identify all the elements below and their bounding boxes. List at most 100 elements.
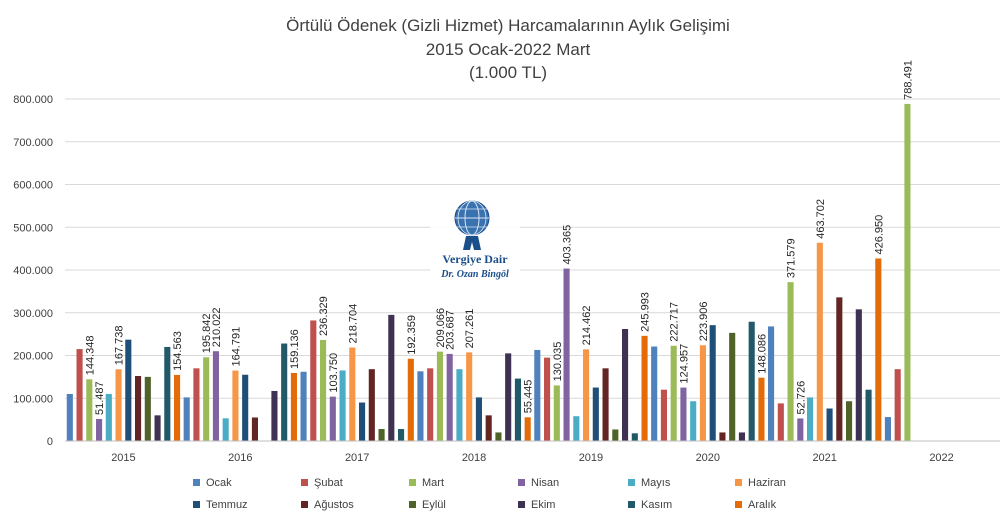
bar-nisan-2021 xyxy=(797,418,804,441)
legend-swatch-kasim xyxy=(628,501,635,508)
bar-mayis-2021 xyxy=(807,397,814,441)
watermark-line2: Dr. Ozan Bingöl xyxy=(440,269,509,280)
legend-swatch-aralik xyxy=(735,501,742,508)
data-label: 55.445 xyxy=(523,380,535,414)
bar-aralik-2015 xyxy=(174,374,181,441)
legend-label-kasim: Kasım xyxy=(641,499,672,511)
bar-kasim-2018 xyxy=(514,378,521,441)
bar-haziran-2021 xyxy=(816,242,823,441)
legend: Ocak Şubat Mart Nisan Mayıs Haziran Temmuz Ağus… xyxy=(193,477,786,511)
x-tick-label: 2018 xyxy=(462,452,486,464)
bar-temmuz-2021 xyxy=(826,408,833,441)
bar-eylul-2017 xyxy=(378,429,385,441)
legend-swatch-temmuz xyxy=(193,501,200,508)
bar-subat-2018 xyxy=(427,368,434,441)
legend-swatch-mayis xyxy=(628,479,635,486)
bar-ocak-2017 xyxy=(300,371,307,441)
bar-eylul-2015 xyxy=(144,376,151,441)
bar-subat-2021 xyxy=(777,403,784,441)
bar-mart-2020 xyxy=(670,345,677,441)
data-label: 207.261 xyxy=(464,309,476,349)
bar-agustos-2021 xyxy=(836,297,843,441)
bar-mart-2015 xyxy=(86,379,93,441)
y-tick-label: 700.000 xyxy=(13,137,53,149)
bar-nisan-2020 xyxy=(680,387,687,441)
bar-ekim-2019 xyxy=(622,328,629,441)
data-label: 245.993 xyxy=(640,292,652,332)
legend-swatch-mart xyxy=(409,479,416,486)
bar-temmuz-2015 xyxy=(125,339,132,441)
legend-swatch-haziran xyxy=(735,479,742,486)
data-label: 209.066 xyxy=(435,308,447,348)
data-label: 236.329 xyxy=(318,296,330,336)
bar-agustos-2019 xyxy=(602,368,609,441)
x-tick-label: 2021 xyxy=(812,452,836,464)
legend-swatch-subat xyxy=(301,479,308,486)
bar-mart-2019 xyxy=(553,385,560,441)
x-tick-label: 2015 xyxy=(111,452,135,464)
bar-kasim-2017 xyxy=(398,429,405,441)
bar-ekim-2017 xyxy=(388,314,395,441)
watermark-line1: Vergiye Dair xyxy=(442,252,508,266)
bar-eylul-2020 xyxy=(729,332,736,441)
bar-agustos-2020 xyxy=(719,432,726,441)
chart-title: Örtülü Ödenek (Gizli Hizmet) Harcamaları… xyxy=(286,16,730,35)
bar-subat-2020 xyxy=(660,389,667,441)
bar-ocak-2020 xyxy=(651,346,658,441)
data-label: 144.348 xyxy=(84,336,96,376)
bar-eylul-2019 xyxy=(612,429,619,441)
data-label: 426.950 xyxy=(873,215,885,255)
data-label: 195.842 xyxy=(201,314,213,354)
bar-ekim-2020 xyxy=(738,432,745,441)
data-label: 130.035 xyxy=(552,342,564,382)
bar-subat-2017 xyxy=(310,320,317,441)
bar-temmuz-2019 xyxy=(592,387,599,441)
bar-haziran-2018 xyxy=(466,352,473,441)
bar-temmuz-2016 xyxy=(242,374,249,441)
data-label: 223.906 xyxy=(698,302,710,342)
data-label: 403.365 xyxy=(562,225,574,265)
legend-label-eylul: Eylül xyxy=(422,499,446,511)
bar-subat-2015 xyxy=(76,349,83,441)
bar-temmuz-2020 xyxy=(709,325,716,441)
data-label: 52.726 xyxy=(795,381,807,415)
y-tick-label: 100.000 xyxy=(13,393,53,405)
bar-mart-2017 xyxy=(320,339,327,441)
bar-eylul-2018 xyxy=(495,432,502,441)
bar-aralik-2018 xyxy=(524,417,531,441)
bar-ocak-2019 xyxy=(534,349,541,441)
gridlines: 0 100.000 200.000 300.000 400.000 500.000 600.… xyxy=(13,94,1000,448)
legend-label-agustos: Ağustos xyxy=(314,499,354,511)
legend-swatch-ekim xyxy=(518,501,525,508)
bar-subat-2019 xyxy=(544,357,551,441)
bar-ocak-2021 xyxy=(768,326,775,441)
bar-ocak-2015 xyxy=(66,393,73,441)
bar-nisan-2015 xyxy=(96,418,103,441)
data-label: 103.750 xyxy=(328,353,340,393)
bar-aralik-2017 xyxy=(407,358,414,441)
bar-mayis-2018 xyxy=(456,369,463,441)
bar-aralik-2016 xyxy=(290,372,297,441)
bar-mart-2021 xyxy=(787,282,794,441)
data-label: 159.136 xyxy=(289,329,301,369)
legend-swatch-eylul xyxy=(409,501,416,508)
data-label: 167.738 xyxy=(114,326,126,366)
data-label: 214.462 xyxy=(581,306,593,346)
bar-ocak-2018 xyxy=(417,371,424,441)
bars-group xyxy=(66,103,911,441)
legend-label-ekim: Ekim xyxy=(531,499,555,511)
data-label: 154.563 xyxy=(172,331,184,371)
bar-haziran-2017 xyxy=(349,347,356,441)
bar-agustos-2018 xyxy=(485,415,492,441)
legend-label-nisan: Nisan xyxy=(531,477,559,489)
data-label: 164.791 xyxy=(230,327,242,367)
bar-subat-2022 xyxy=(894,369,901,441)
bar-mart-2022 xyxy=(904,103,911,441)
legend-label-haziran: Haziran xyxy=(748,477,786,489)
x-tick-label: 2016 xyxy=(228,452,252,464)
chart-subtitle: 2015 Ocak-2022 Mart xyxy=(426,40,591,59)
bar-temmuz-2018 xyxy=(475,397,482,441)
x-tick-label: 2017 xyxy=(345,452,369,464)
bar-aralik-2021 xyxy=(875,258,882,441)
